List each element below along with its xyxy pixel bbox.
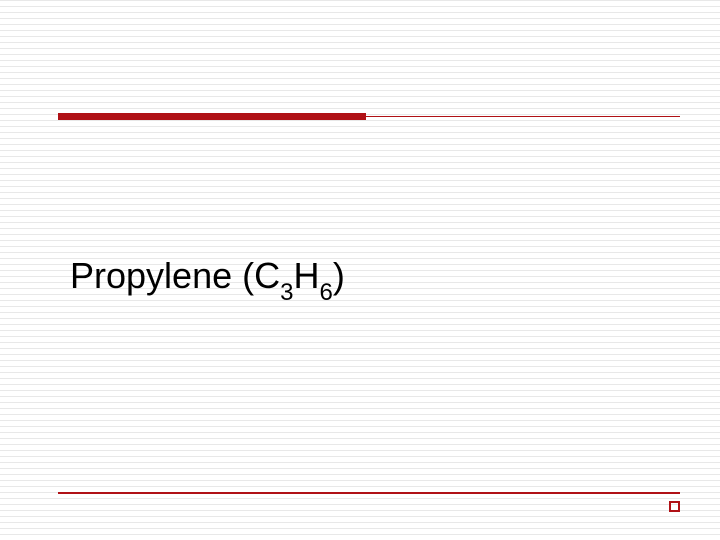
corner-square-icon xyxy=(669,501,680,512)
title-subscript-2: 6 xyxy=(319,279,332,306)
bottom-divider xyxy=(58,492,680,494)
title-suffix: ) xyxy=(333,255,345,296)
top-divider xyxy=(58,112,680,120)
title-mid: H xyxy=(293,255,319,296)
slide-title: Propylene (C3H6) xyxy=(70,255,345,303)
top-divider-thick xyxy=(58,113,366,120)
title-prefix: Propylene (C xyxy=(70,255,280,296)
top-divider-thin xyxy=(366,116,680,117)
title-subscript-1: 3 xyxy=(280,279,293,306)
